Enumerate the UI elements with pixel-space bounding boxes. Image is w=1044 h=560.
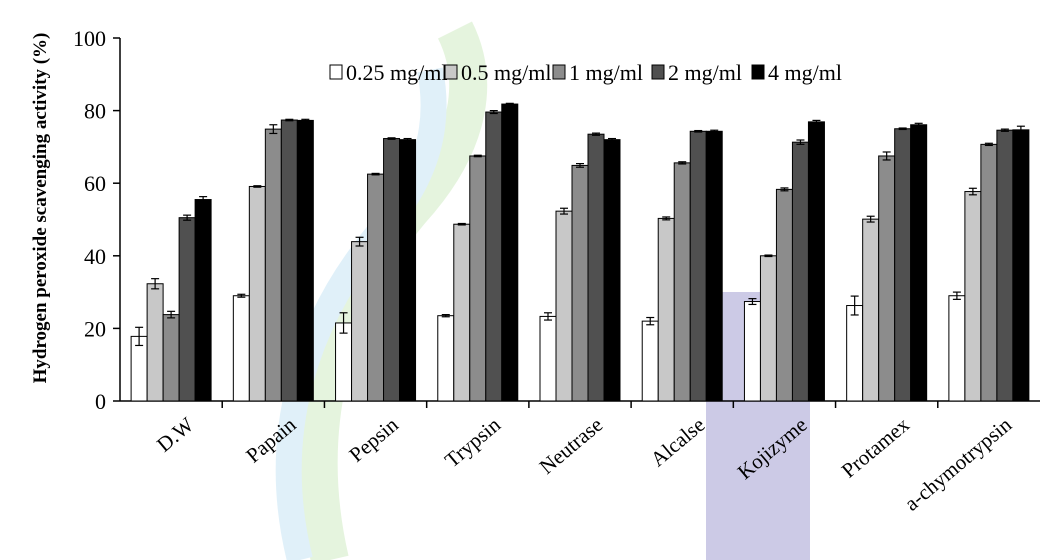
- bar: [146, 283, 164, 402]
- bar: [641, 320, 659, 402]
- bar: [162, 314, 180, 402]
- bar: [878, 155, 896, 402]
- bar: [910, 124, 928, 402]
- bar: [791, 141, 809, 402]
- bar: [194, 199, 212, 402]
- bar: [296, 119, 314, 402]
- legend-swatch: [329, 64, 343, 80]
- bar: [862, 218, 880, 402]
- bar: [1012, 129, 1030, 402]
- bar: [367, 173, 385, 402]
- bar: [743, 301, 761, 402]
- bar: [705, 130, 723, 402]
- bar: [673, 162, 691, 402]
- bar: [351, 241, 369, 402]
- bar: [689, 130, 707, 402]
- bar: [948, 295, 966, 402]
- x-category-label: D.W: [152, 412, 198, 456]
- bar: [453, 223, 471, 402]
- x-category-label: Pepsin: [344, 412, 403, 467]
- legend-swatch: [444, 64, 458, 80]
- x-category-label: Alcalse: [646, 412, 710, 471]
- bar: [178, 217, 196, 402]
- legend-label: 1 mg/ml: [569, 60, 643, 85]
- x-category-label: Trypsin: [440, 412, 505, 472]
- bar: [603, 139, 621, 402]
- bar: [587, 133, 605, 402]
- bar: [437, 315, 455, 402]
- bar: [383, 138, 401, 402]
- bar: [469, 155, 487, 402]
- bar: [248, 185, 266, 402]
- bar: [775, 188, 793, 402]
- bar: [807, 121, 825, 402]
- legend-swatch: [552, 64, 566, 80]
- bar: [485, 111, 503, 402]
- legend-label: 4 mg/ml: [768, 60, 842, 85]
- bar: [501, 103, 519, 402]
- x-category-label: a-chymotrypsin: [900, 412, 1017, 515]
- y-axis-label: Hydrogen peroxide scavenging activity (%…: [30, 33, 51, 384]
- bar: [894, 128, 912, 402]
- bar: [232, 295, 250, 402]
- y-tick-label: 0: [95, 389, 106, 414]
- bar: [399, 139, 417, 402]
- bar: [571, 164, 589, 402]
- bar: [759, 255, 777, 402]
- bar: [980, 143, 998, 402]
- bar: [996, 129, 1014, 402]
- bar: [130, 335, 148, 402]
- bar: [846, 305, 864, 402]
- legend-swatch: [651, 64, 665, 80]
- y-tick-label: 80: [84, 99, 106, 124]
- y-tick-label: 100: [73, 26, 106, 51]
- bar: [555, 210, 573, 402]
- bar: [539, 315, 557, 402]
- bar: [964, 191, 982, 402]
- x-category-label: Protamex: [837, 412, 914, 482]
- bar: [657, 217, 675, 402]
- y-tick-label: 60: [84, 171, 106, 196]
- legend-label: 0.25 mg/ml: [346, 60, 447, 85]
- bar: [280, 119, 298, 402]
- x-category-label: Neutrase: [535, 412, 608, 478]
- y-tick-label: 20: [84, 316, 106, 341]
- legend-swatch: [751, 64, 765, 80]
- bar: [264, 128, 282, 402]
- y-tick-label: 40: [84, 244, 106, 269]
- bar: [335, 322, 353, 402]
- legend-label: 2 mg/ml: [668, 60, 742, 85]
- legend-label: 0.5 mg/ml: [461, 60, 551, 85]
